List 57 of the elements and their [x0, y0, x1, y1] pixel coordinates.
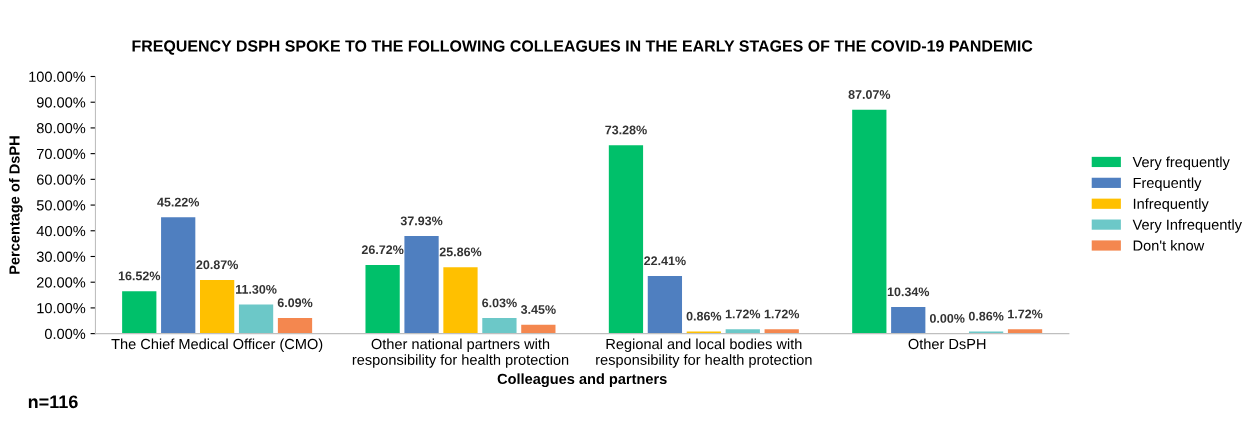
- bar: [891, 307, 926, 334]
- data-label: 0.86%: [686, 311, 722, 321]
- bar: [277, 317, 313, 334]
- legend-label: Infrequently: [1133, 198, 1209, 212]
- bar: [200, 279, 235, 334]
- data-label: 1.72%: [1008, 309, 1043, 319]
- y-tick-label: 100.00%: [29, 71, 86, 82]
- bar: [482, 318, 517, 334]
- text: n=116: [28, 395, 78, 409]
- x-tick-label: Other national partners with responsibility for health protection: [352, 338, 569, 368]
- y-tick-label: 70.00%: [37, 148, 86, 160]
- y-tick-label: 40.00%: [36, 225, 86, 237]
- bar: [238, 304, 274, 334]
- x-tick-label: Regional and local bodies with responsibility for health protection: [596, 338, 812, 368]
- legend-label: Frequently: [1133, 177, 1202, 191]
- data-label: 1.72%: [764, 309, 800, 319]
- y-tick-label: 20.00%: [37, 277, 86, 288]
- y-tick-label: 0.00%: [44, 328, 86, 340]
- data-label: 45.22%: [157, 197, 200, 207]
- y-axis-title: Percentage of DsPH: [8, 136, 23, 274]
- data-label: 0.00%: [929, 313, 965, 323]
- data-label: 3.45%: [520, 305, 556, 314]
- bar: [608, 145, 644, 334]
- data-label: 20.87%: [196, 260, 238, 270]
- data-label: 87.07%: [848, 90, 891, 99]
- data-label: 11.30%: [236, 284, 277, 294]
- legend-label: Very Infrequently: [1132, 219, 1242, 233]
- y-tick-label: 60.00%: [37, 174, 86, 185]
- legend-label: Don't know: [1133, 240, 1205, 251]
- y-tick-label: 50.00%: [36, 200, 86, 211]
- y-tick-label: 90.00%: [36, 97, 86, 108]
- data-label: 22.41%: [644, 256, 686, 266]
- data-label: 37.93%: [400, 216, 443, 226]
- bar: [404, 236, 439, 334]
- data-label: 6.03%: [482, 298, 517, 308]
- bar: [161, 217, 196, 334]
- data-label: 25.86%: [439, 247, 482, 257]
- data-label: 0.86%: [968, 311, 1004, 321]
- y-tick-label: 30.00%: [36, 251, 86, 262]
- data-label: 73.28%: [605, 125, 647, 135]
- data-label: 16.52%: [118, 271, 161, 281]
- x-tick-label: The Chief Medical Officer (CMO): [111, 338, 323, 353]
- bar: [365, 264, 400, 334]
- data-label: 26.72%: [361, 245, 404, 255]
- y-tick-label: 80.00%: [36, 123, 86, 134]
- bar: [647, 276, 683, 334]
- x-axis-title: Colleagues and partners: [497, 373, 667, 387]
- data-label: 1.72%: [725, 309, 761, 319]
- x-tick-label: Other DsPH: [908, 338, 986, 350]
- data-label: 10.34%: [887, 287, 930, 297]
- legend-label: Very frequently: [1132, 156, 1230, 171]
- bar: [443, 267, 478, 334]
- bar: [122, 291, 157, 334]
- bar: [852, 109, 887, 334]
- chart-title: FREQUENCY DSPH SPOKE TO THE FOLLOWING COLLEAGUES IN THE EARLY STAGES OF THE COVID-19 PANDEMIC: [132, 40, 1033, 55]
- data-label: 6.09%: [277, 298, 313, 308]
- y-tick-label: 10.00%: [37, 303, 86, 314]
